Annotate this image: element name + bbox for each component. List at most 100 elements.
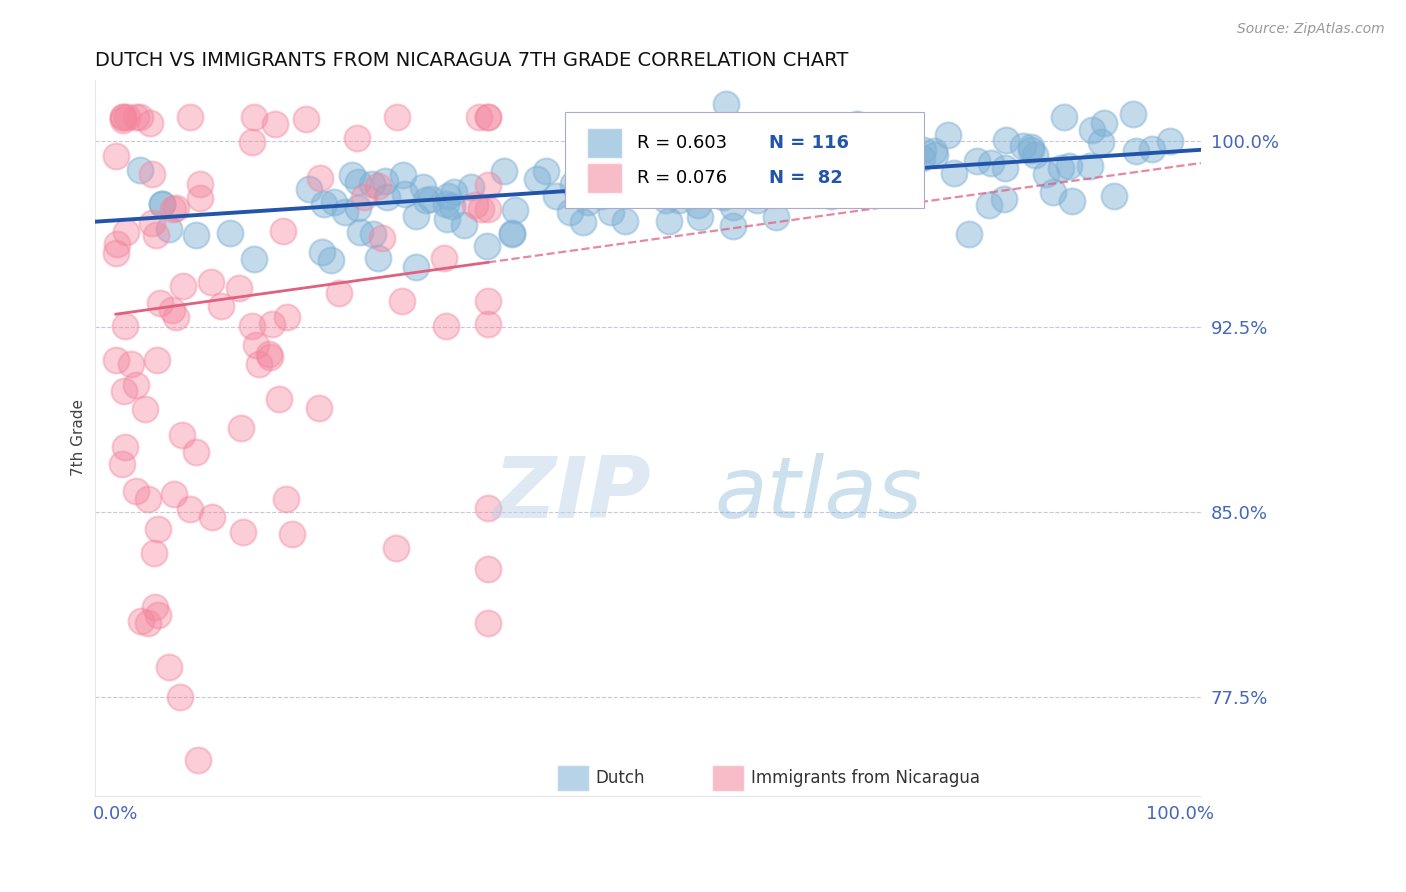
Point [433, 251, 456, 265]
Text: DUTCH VS IMMIGRANTS FROM NICARAGUA 7TH GRADE CORRELATION CHART: DUTCH VS IMMIGRANTS FROM NICARAGUA 7TH G… [94, 51, 848, 70]
Point [477, 110, 499, 124]
Point [966, 153, 988, 168]
Point [723, 219, 745, 233]
Point [936, 128, 959, 142]
Point [295, 112, 318, 126]
Point [477, 178, 499, 193]
Point [243, 110, 266, 124]
Text: ZIP: ZIP [494, 453, 651, 536]
Point [896, 150, 918, 164]
Point [374, 174, 396, 188]
Text: atlas: atlas [714, 453, 922, 536]
Point [607, 147, 630, 161]
Point [755, 140, 778, 154]
Point [105, 149, 128, 163]
Point [125, 483, 148, 498]
Point [993, 192, 1015, 206]
Point [468, 110, 491, 124]
Point [666, 156, 689, 170]
Point [219, 226, 242, 240]
FancyBboxPatch shape [565, 112, 924, 209]
Point [247, 357, 270, 371]
Point [766, 180, 789, 194]
Point [591, 189, 613, 203]
Point [575, 187, 598, 202]
Point [169, 690, 191, 704]
Point [1049, 161, 1071, 175]
Text: N =  82: N = 82 [769, 169, 844, 187]
Point [494, 164, 516, 178]
Point [131, 614, 153, 628]
Point [391, 294, 413, 309]
Point [1125, 144, 1147, 158]
Point [980, 155, 1002, 169]
Point [943, 166, 966, 180]
Point [453, 218, 475, 232]
Point [170, 427, 193, 442]
Point [146, 353, 169, 368]
Point [534, 164, 557, 178]
Point [111, 110, 134, 124]
Y-axis label: 7th Grade: 7th Grade [72, 399, 86, 476]
Point [280, 526, 302, 541]
Point [136, 492, 159, 507]
Point [184, 445, 207, 459]
Point [655, 194, 678, 208]
Point [1011, 139, 1033, 153]
Point [394, 187, 416, 202]
Point [682, 188, 704, 202]
Point [1122, 107, 1144, 121]
Point [391, 169, 413, 183]
Point [139, 116, 162, 130]
Point [257, 347, 280, 361]
Point [477, 317, 499, 331]
Point [806, 148, 828, 162]
Point [125, 110, 148, 124]
Point [470, 202, 492, 216]
Point [443, 185, 465, 199]
Point [179, 502, 201, 516]
Point [148, 522, 170, 536]
Point [911, 151, 934, 165]
Point [145, 228, 167, 243]
Point [333, 205, 356, 219]
Point [367, 178, 389, 193]
Point [141, 167, 163, 181]
Point [415, 194, 437, 208]
Point [240, 135, 263, 149]
Point [311, 245, 333, 260]
Point [1078, 159, 1101, 173]
Point [308, 401, 330, 416]
Point [464, 198, 486, 212]
Point [599, 178, 621, 193]
Point [112, 384, 135, 399]
Point [232, 524, 254, 539]
Point [114, 319, 136, 334]
Point [501, 226, 523, 240]
Text: Dutch: Dutch [596, 769, 645, 787]
Point [245, 338, 267, 352]
Point [643, 186, 665, 200]
Point [420, 192, 443, 206]
Point [405, 209, 427, 223]
Point [209, 299, 232, 313]
Point [271, 224, 294, 238]
Point [276, 310, 298, 324]
Point [114, 440, 136, 454]
Point [184, 228, 207, 243]
Point [312, 197, 335, 211]
Point [1080, 123, 1102, 137]
Point [526, 172, 548, 186]
Point [1059, 159, 1081, 173]
Point [263, 117, 285, 131]
Point [1042, 186, 1064, 200]
Point [1019, 143, 1042, 157]
Point [200, 276, 222, 290]
Point [228, 281, 250, 295]
Point [385, 541, 408, 555]
Point [148, 295, 170, 310]
Point [412, 179, 434, 194]
Point [546, 189, 568, 203]
Point [240, 318, 263, 333]
Point [689, 166, 711, 180]
